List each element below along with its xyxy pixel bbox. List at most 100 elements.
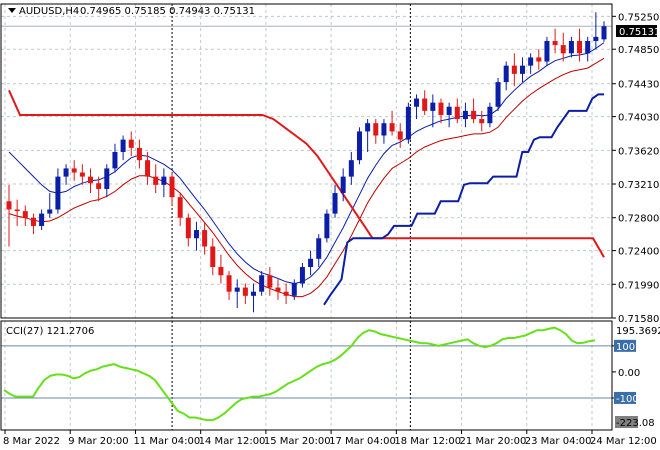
header: AUDUSD,H4 0.74965 0.75185 0.74943 0.7513… <box>6 6 255 337</box>
y-tick-label: 0.74850 <box>618 45 659 56</box>
cci-panel <box>1 326 612 422</box>
cci-tick-box <box>614 391 636 404</box>
candle-body <box>14 209 20 212</box>
cci-label: CCI(27) 121.2706 <box>6 326 94 337</box>
candle-body <box>389 123 395 132</box>
candle-body <box>120 139 126 152</box>
candle-body <box>528 57 534 66</box>
candle-body <box>63 168 69 177</box>
candle-body <box>259 275 265 292</box>
candle-body <box>96 183 102 189</box>
candle-body <box>519 65 525 74</box>
candle-body <box>153 176 159 185</box>
cci-tick-label: -100 <box>616 394 639 405</box>
period-separators <box>171 4 411 430</box>
candle-body <box>177 197 183 218</box>
indicator-line <box>8 89 605 258</box>
dropdown-triangle-icon[interactable] <box>8 8 16 13</box>
x-tick-label: 9 Mar 20:00 <box>68 436 128 447</box>
x-tick-label: 17 Mar 04:00 <box>329 436 396 447</box>
candle-body <box>503 65 509 83</box>
x-tick-label: 14 Mar 12:00 <box>199 436 266 447</box>
price-tag-box <box>616 25 657 37</box>
candle-body <box>356 131 362 161</box>
candle-body <box>340 176 346 194</box>
candle-body <box>495 82 501 107</box>
candle-body <box>267 275 273 288</box>
candle-body <box>585 40 591 54</box>
candle-body <box>373 123 379 136</box>
candle-body <box>112 151 118 169</box>
x-tick-label: 15 Mar 20:00 <box>264 436 331 447</box>
candle-body <box>71 168 77 173</box>
candle-body <box>577 40 583 54</box>
candle-body <box>544 40 550 62</box>
main-frame <box>0 3 613 319</box>
candle-body <box>251 291 257 296</box>
indicator-line <box>8 57 605 298</box>
candle-body <box>128 139 134 148</box>
candle-body <box>397 131 403 140</box>
candle-body <box>560 45 566 54</box>
y-tick-label: 0.73620 <box>618 146 659 157</box>
ohlc-values: 0.74965 0.75185 0.74943 0.75131 <box>80 6 255 17</box>
x-tick-label: 11 Mar 04:00 <box>133 436 200 447</box>
candle-body <box>30 217 36 226</box>
grid <box>1 4 612 430</box>
candle-body <box>161 176 167 185</box>
candle-body <box>39 213 45 226</box>
y-tick-label: 0.71580 <box>618 314 659 325</box>
candle-body <box>218 267 224 276</box>
candle-body <box>234 287 240 292</box>
cci-bottom-tag-box <box>615 416 638 428</box>
y-tick-label: 0.74430 <box>618 80 659 91</box>
cci-tick-label: 100 <box>616 342 635 353</box>
candle-body <box>22 211 28 218</box>
candle-body <box>275 287 281 292</box>
candle-body <box>291 283 297 296</box>
candle-body <box>169 176 175 198</box>
candle-body <box>601 26 607 40</box>
x-tick-label: 21 Mar 20:00 <box>460 436 527 447</box>
candle-body <box>479 119 485 124</box>
candle-body <box>462 110 468 120</box>
candle-body <box>487 106 493 124</box>
cci-bottom-tag: -223.08 <box>616 418 655 429</box>
candle-body <box>471 110 477 120</box>
candle-body <box>136 147 142 161</box>
cci-top-tag: 195.3692 <box>616 326 660 337</box>
indicator-line <box>323 93 604 306</box>
candle-body <box>316 238 322 259</box>
candle-body <box>422 98 428 111</box>
candle-body <box>55 176 61 210</box>
candles <box>6 12 607 313</box>
y-tick-label: 0.72400 <box>618 247 659 258</box>
candle-body <box>332 193 338 214</box>
y-tick-label: 0.73210 <box>618 180 659 191</box>
candle-body <box>438 102 444 115</box>
symbol-label: AUDUSD,H4 <box>19 6 79 17</box>
candle-body <box>365 123 371 132</box>
candle-body <box>242 287 248 296</box>
candle-body <box>536 57 542 62</box>
x-tick-label: 18 Mar 12:00 <box>394 436 461 447</box>
x-tick-label: 24 Mar 12:00 <box>590 436 657 447</box>
candle-body <box>511 65 517 74</box>
candle-body <box>145 160 151 177</box>
candle-body <box>414 98 420 107</box>
candle-body <box>381 123 387 136</box>
candle-body <box>324 213 330 239</box>
candle-body <box>430 102 436 111</box>
candle-body <box>210 246 216 268</box>
cci-tags: 195.3692 -223.08 <box>615 326 660 429</box>
candle-body <box>308 258 314 268</box>
candle-body <box>79 172 85 177</box>
candle-body <box>283 291 289 296</box>
y-tick-label: 0.74030 <box>618 113 659 124</box>
candle-body <box>405 106 411 140</box>
y-tick-label: 0.75250 <box>618 12 659 23</box>
candle-body <box>226 275 232 292</box>
cci-tick-label: 0.00 <box>618 368 640 379</box>
